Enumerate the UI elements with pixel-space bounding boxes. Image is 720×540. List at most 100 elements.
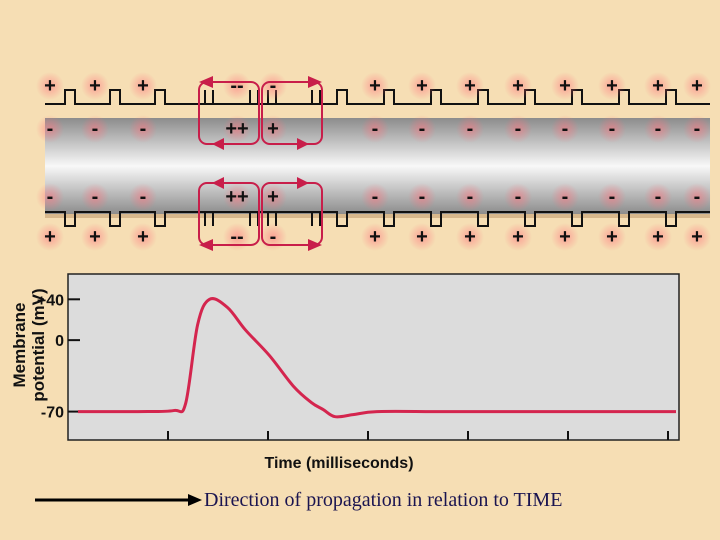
charge-symbol: -- <box>230 226 243 248</box>
charge-glow <box>223 183 251 211</box>
charge-symbol: - <box>562 118 569 140</box>
y-axis-label: Membrane potential (mV) <box>10 270 56 420</box>
charge-glow <box>36 183 64 211</box>
charge-symbol: - <box>140 118 147 140</box>
charge-symbol: + <box>464 75 476 97</box>
charge-glow <box>456 115 484 143</box>
charge-glow <box>223 72 251 100</box>
current-loop-top-left <box>198 81 260 145</box>
charge-glow <box>361 115 389 143</box>
y-tick-label: +40 <box>37 292 64 309</box>
charge-glow <box>598 183 626 211</box>
membrane-line <box>45 211 710 227</box>
charge-symbol: - <box>467 118 474 140</box>
axon-shadow <box>45 214 710 218</box>
y-tick-label: -70 <box>41 405 64 422</box>
charge-glow <box>361 223 389 251</box>
charge-symbol: + <box>267 118 279 140</box>
charge-symbol: + <box>89 226 101 248</box>
arrowhead <box>199 76 213 88</box>
charge-glow <box>361 183 389 211</box>
charge-glow <box>81 183 109 211</box>
charge-symbol: + <box>137 75 149 97</box>
charge-glow <box>259 115 287 143</box>
charge-glow <box>129 72 157 100</box>
arrowhead <box>297 138 309 150</box>
charge-glow <box>408 223 436 251</box>
charge-glow <box>644 72 672 100</box>
charge-symbol: + <box>369 75 381 97</box>
charge-glow <box>504 183 532 211</box>
charge-symbol: + <box>559 75 571 97</box>
charge-glow <box>223 115 251 143</box>
charge-symbol: + <box>137 226 149 248</box>
arrowhead <box>212 138 224 150</box>
charge-glow <box>683 72 711 100</box>
charge-glow <box>36 115 64 143</box>
charge-symbol: - <box>467 186 474 208</box>
charge-glow <box>598 115 626 143</box>
charge-symbol: ++ <box>225 118 248 140</box>
charge-symbol: + <box>691 226 703 248</box>
charge-symbol: - <box>372 118 379 140</box>
open-channel <box>204 212 259 226</box>
charge-symbol: + <box>464 226 476 248</box>
charge-glow <box>81 223 109 251</box>
charge-symbol: - <box>694 186 701 208</box>
x-axis-label: Time (milliseconds) <box>264 455 413 472</box>
charge-glow <box>644 223 672 251</box>
charge-glow <box>551 183 579 211</box>
charge-glow <box>598 223 626 251</box>
charge-symbol: + <box>606 75 618 97</box>
current-arrowheads <box>199 76 322 251</box>
charge-symbol: - <box>562 186 569 208</box>
charge-symbol: + <box>416 226 428 248</box>
open-channel <box>204 90 259 104</box>
charge-glow <box>408 115 436 143</box>
charge-glow <box>259 183 287 211</box>
charge-symbol: - <box>47 118 54 140</box>
charge-symbol: ++ <box>225 186 248 208</box>
charge-glow <box>81 115 109 143</box>
charge-symbol: - <box>609 186 616 208</box>
current-loop-bottom-left <box>198 182 260 246</box>
charge-symbol: - <box>372 186 379 208</box>
plot-area <box>67 273 680 441</box>
charge-glow <box>408 183 436 211</box>
charge-symbol: - <box>609 118 616 140</box>
charge-symbol: - <box>419 118 426 140</box>
charge-glow <box>598 72 626 100</box>
arrowhead <box>199 239 213 251</box>
propagation-caption: Direction of propagation in relation to … <box>204 489 563 511</box>
charge-glow <box>683 223 711 251</box>
charge-symbol: - <box>694 118 701 140</box>
charge-symbol: - <box>270 75 277 97</box>
charge-glow <box>456 223 484 251</box>
charge-symbol: - <box>140 186 147 208</box>
current-loop-top-right <box>261 81 323 145</box>
charge-glow <box>504 223 532 251</box>
charge-glow <box>36 72 64 100</box>
charge-symbol: + <box>691 75 703 97</box>
charge-symbol: + <box>512 75 524 97</box>
charge-glow <box>456 72 484 100</box>
local-current-loops <box>198 81 323 246</box>
charge-glow <box>551 115 579 143</box>
charge-symbol: - <box>655 186 662 208</box>
charge-symbol: + <box>89 75 101 97</box>
arrowhead <box>308 76 322 88</box>
charge-symbol: + <box>44 226 56 248</box>
charge-symbol: + <box>652 75 664 97</box>
charge-symbol: + <box>416 75 428 97</box>
charge-symbol: + <box>606 226 618 248</box>
charge-glow <box>259 72 287 100</box>
charge-symbol: + <box>369 226 381 248</box>
charge-symbol: + <box>267 186 279 208</box>
charge-glow <box>81 72 109 100</box>
charge-glow <box>644 183 672 211</box>
charge-symbol: - <box>92 186 99 208</box>
charge-glow <box>504 115 532 143</box>
charge-glow <box>129 223 157 251</box>
charge-symbol: + <box>559 226 571 248</box>
charge-symbol: + <box>512 226 524 248</box>
